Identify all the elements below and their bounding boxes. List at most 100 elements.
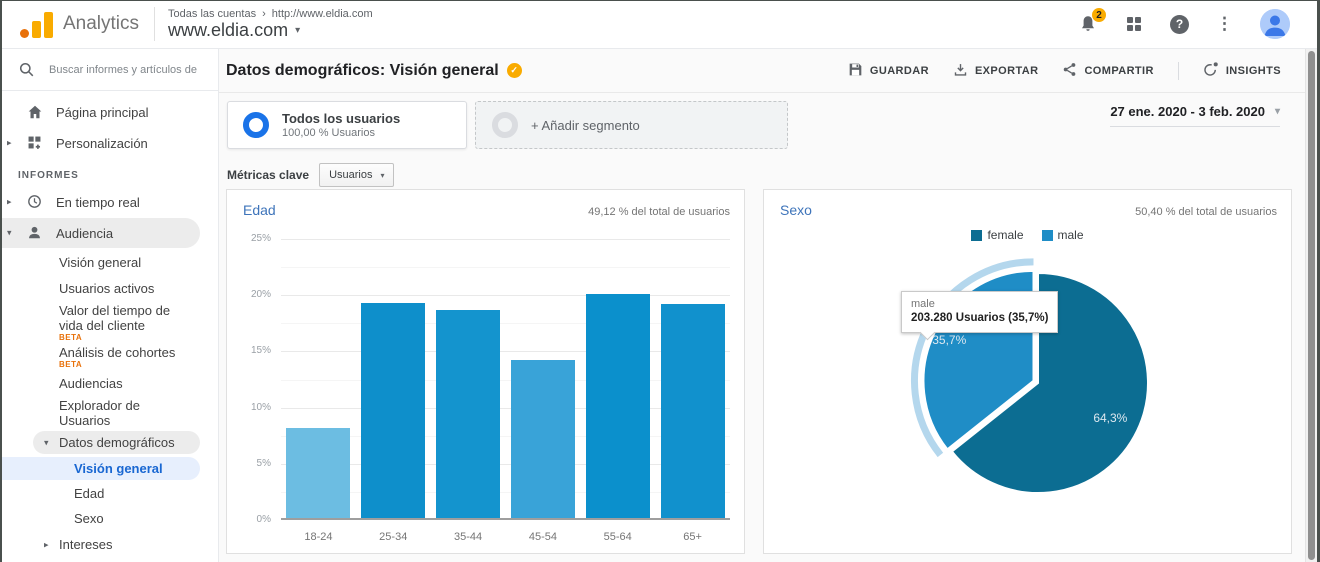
- add-segment-ring-icon: [492, 112, 518, 138]
- product-name: Analytics: [63, 13, 140, 34]
- bar-45-54[interactable]: [510, 359, 575, 518]
- scrollbar-thumb[interactable]: [1308, 51, 1315, 560]
- apps-grid-button[interactable]: [1125, 15, 1143, 33]
- bar-25-34[interactable]: [361, 302, 426, 518]
- sidebar-item-edad[interactable]: Edad: [0, 482, 200, 505]
- sidebar: Página principal ▸ Personalización INFORMES…: [0, 49, 219, 562]
- breadcrumb[interactable]: Todas las cuentas › http://www.eldia.com: [168, 8, 373, 20]
- window-edge: [0, 0, 1320, 1]
- add-segment-label: + Añadir segmento: [531, 117, 640, 133]
- age-widget-title[interactable]: Edad: [243, 202, 276, 218]
- segment-title: Todos los usuarios: [282, 111, 401, 126]
- sidebar-item-explorador-de-usuarios[interactable]: Explorador de Usuarios: [0, 398, 200, 428]
- sidebar-item-usuarios-activos[interactable]: Usuarios activos: [0, 277, 200, 300]
- segment-all-users[interactable]: Todos los usuarios 100,00 % Usuarios: [227, 101, 467, 149]
- sidebar-item-p-gina-principal[interactable]: Página principal: [0, 97, 200, 127]
- action-insights[interactable]: INSIGHTS: [1203, 61, 1281, 80]
- action-label: COMPARTIR: [1084, 64, 1154, 77]
- segments-row: Todos los usuarios 100,00 % Usuarios + A…: [227, 101, 788, 149]
- window-edge: [1317, 0, 1320, 562]
- notifications-button[interactable]: 2: [1078, 7, 1107, 34]
- sidebar-item-label: Explorador de Usuarios: [59, 398, 140, 428]
- age-widget: Edad 49,12 % del total de usuarios 0% 5% 1…: [226, 189, 745, 554]
- add-segment-button[interactable]: + Añadir segmento: [475, 101, 788, 149]
- sidebar-search[interactable]: [0, 49, 218, 91]
- property-selector[interactable]: www.eldia.com ▾: [168, 20, 373, 41]
- bar-35-44[interactable]: [436, 310, 501, 518]
- bar-slot: [431, 239, 506, 518]
- beta-badge: BETA: [59, 360, 83, 369]
- bar-18-24[interactable]: [286, 427, 351, 518]
- caret-right-icon: ▸: [7, 137, 12, 148]
- sidebar-item-an-lisis-de-cohortes[interactable]: Análisis de cohortes BETA: [0, 345, 200, 369]
- action-label: EXPORTAR: [974, 64, 1039, 77]
- sidebar-item-audiencias[interactable]: Audiencias: [0, 372, 200, 395]
- divider: [154, 7, 156, 41]
- legend-swatch: [971, 229, 983, 241]
- app-bar: Analytics Todas las cuentas › http://www…: [0, 0, 1320, 49]
- sidebar-item-visi-n-general[interactable]: Visión general: [0, 457, 200, 480]
- sidebar-item-personalizaci-n[interactable]: ▸ Personalización: [0, 128, 200, 158]
- home-icon: [26, 103, 44, 121]
- caret-down-icon: ▾: [380, 170, 385, 180]
- date-range-text: 27 ene. 2020 - 3 feb. 2020: [1110, 104, 1265, 119]
- sidebar-item-intereses[interactable]: ▸ Intereses: [0, 533, 200, 556]
- divider: [1177, 61, 1179, 80]
- age-bar-plot: [281, 239, 730, 520]
- sidebar-item-label: Intereses: [59, 537, 113, 552]
- sidebar-item-label: Visión general: [74, 461, 163, 476]
- caret-down-icon: ▾: [1274, 106, 1280, 117]
- age-bar-chart: 0% 5% 10% 15% 20% 25% 18-24 25-34 35-44 45-54 55-…: [237, 233, 730, 549]
- action-exportar[interactable]: EXPORTAR: [953, 62, 1039, 80]
- breadcrumb-account[interactable]: Todas las cuentas: [168, 7, 257, 20]
- insights-icon: [1203, 61, 1219, 80]
- legend-item-female[interactable]: female: [971, 228, 1024, 242]
- metric-selector[interactable]: Usuarios ▾: [319, 163, 395, 187]
- sidebar-item-label: Análisis de cohortes BETA: [59, 345, 176, 369]
- gender-widget-title[interactable]: Sexo: [780, 202, 812, 218]
- sidebar-item-label: Audiencias: [59, 376, 123, 391]
- sidebar-item-valor-del-tiempo-de-vida-del-cliente[interactable]: Valor del tiempo de vida del cliente BETA: [0, 303, 200, 342]
- help-button[interactable]: ?: [1170, 14, 1189, 34]
- avatar[interactable]: [1260, 9, 1290, 39]
- page-title-text: Datos demográficos: Visión general: [226, 61, 499, 79]
- sidebar-item-sexo[interactable]: Sexo: [0, 507, 200, 530]
- action-compartir[interactable]: COMPARTIR: [1062, 62, 1153, 80]
- analytics-logo-icon[interactable]: [20, 10, 53, 38]
- more-menu-button[interactable]: ⋮: [1216, 14, 1233, 34]
- app-bar-actions: 2 ? ⋮: [1078, 7, 1290, 39]
- breadcrumb-property-url[interactable]: http://www.eldia.com: [271, 7, 373, 20]
- vertical-scrollbar[interactable]: [1305, 49, 1317, 562]
- bar-55-64[interactable]: [585, 293, 650, 518]
- sidebar-item-label: Página principal: [56, 104, 149, 120]
- sidebar-item-datos-demogr-ficos[interactable]: ▾ Datos demográficos: [33, 431, 200, 454]
- main-content: Datos demográficos: Visión general GUARD…: [219, 49, 1305, 562]
- action-label: INSIGHTS: [1225, 64, 1281, 77]
- age-y-axis: 0% 5% 10% 15% 20% 25%: [237, 233, 273, 525]
- caret-right-icon: ▸: [7, 196, 12, 207]
- metric-selector-value: Usuarios: [329, 169, 373, 181]
- sidebar-item-label: Datos demográficos: [59, 435, 175, 450]
- pie-slice-female[interactable]: [950, 271, 1149, 494]
- apps-grid-icon: [1127, 17, 1141, 31]
- action-guardar[interactable]: GUARDAR: [848, 62, 929, 80]
- caret-down-icon: ▾: [295, 24, 301, 36]
- gender-legend: female male: [764, 228, 1291, 242]
- sidebar-item-label: Visión general: [59, 255, 142, 270]
- sidebar-item-label: Audiencia: [56, 225, 114, 241]
- sidebar-item-audiencia[interactable]: ▾ Audiencia: [0, 218, 200, 248]
- bar-65[interactable]: [660, 303, 725, 518]
- sidebar-item-label: Edad: [74, 486, 105, 501]
- slice-label-male: 35,7%: [932, 333, 966, 347]
- sidebar-nav: Página principal ▸ Personalización INFORMES…: [0, 91, 218, 556]
- sidebar-item-visi-n-general[interactable]: Visión general: [0, 251, 200, 274]
- legend-item-male[interactable]: male: [1041, 228, 1084, 242]
- search-input[interactable]: [49, 63, 201, 76]
- person-icon: [26, 224, 44, 242]
- sidebar-item-en-tiempo-real[interactable]: ▸ En tiempo real: [0, 187, 200, 217]
- sidebar-item-label: Usuarios activos: [59, 281, 155, 296]
- date-range-picker[interactable]: 27 ene. 2020 - 3 feb. 2020 ▾: [1110, 104, 1280, 127]
- gender-widget-subtitle: 50,40 % del total de usuarios: [1135, 206, 1277, 218]
- bar-slot: [505, 239, 580, 518]
- action-label: GUARDAR: [869, 64, 929, 77]
